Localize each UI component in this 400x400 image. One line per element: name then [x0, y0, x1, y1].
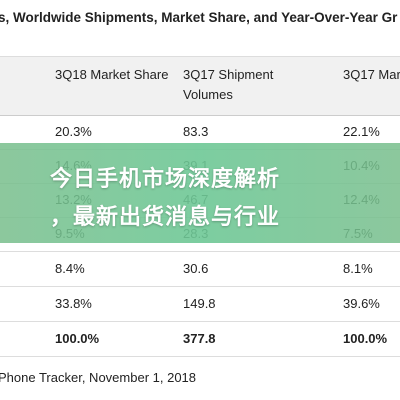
table-cell: 100.0% [343, 331, 388, 346]
table-cell: 149.8 [183, 296, 216, 311]
table-cell: 33.8% [55, 296, 92, 311]
source-note: Phone Tracker, November 1, 2018 [0, 370, 197, 385]
table-cell: 20.3% [55, 124, 92, 139]
table-cell: 83.3 [183, 124, 209, 139]
column-header: 3Q18 Market Share [55, 67, 169, 82]
table-title: s, Worldwide Shipments, Market Share, an… [0, 10, 398, 25]
column-header: 3Q17 Market Share [343, 67, 400, 82]
table-row: 33.8% 149.8 39.6% [0, 287, 400, 322]
table-row: 100.0% 377.8 100.0% [0, 322, 400, 357]
table-cell: 30.6 [183, 261, 209, 276]
table-cell: 377.8 [183, 331, 216, 346]
banner-line: ，最新出货消息与行业 [50, 204, 281, 229]
banner-line: 今日手机市场深度解析 [50, 166, 281, 191]
table-cell: 22.1% [343, 124, 380, 139]
table-cell: 8.1% [343, 261, 373, 276]
table-header: 3Q18 Market Share 3Q17 Shipment Volumes 3Q… [0, 56, 400, 116]
overlay-banner: 今日手机市场深度解析 ，最新出货消息与行业 [0, 143, 400, 243]
table-cell: 100.0% [55, 331, 100, 346]
table-cell: 39.6% [343, 296, 380, 311]
table-row: 8.4% 30.6 8.1% [0, 252, 400, 287]
column-header: 3Q17 Shipment Volumes [183, 67, 274, 102]
table-cell: 8.4% [55, 261, 85, 276]
